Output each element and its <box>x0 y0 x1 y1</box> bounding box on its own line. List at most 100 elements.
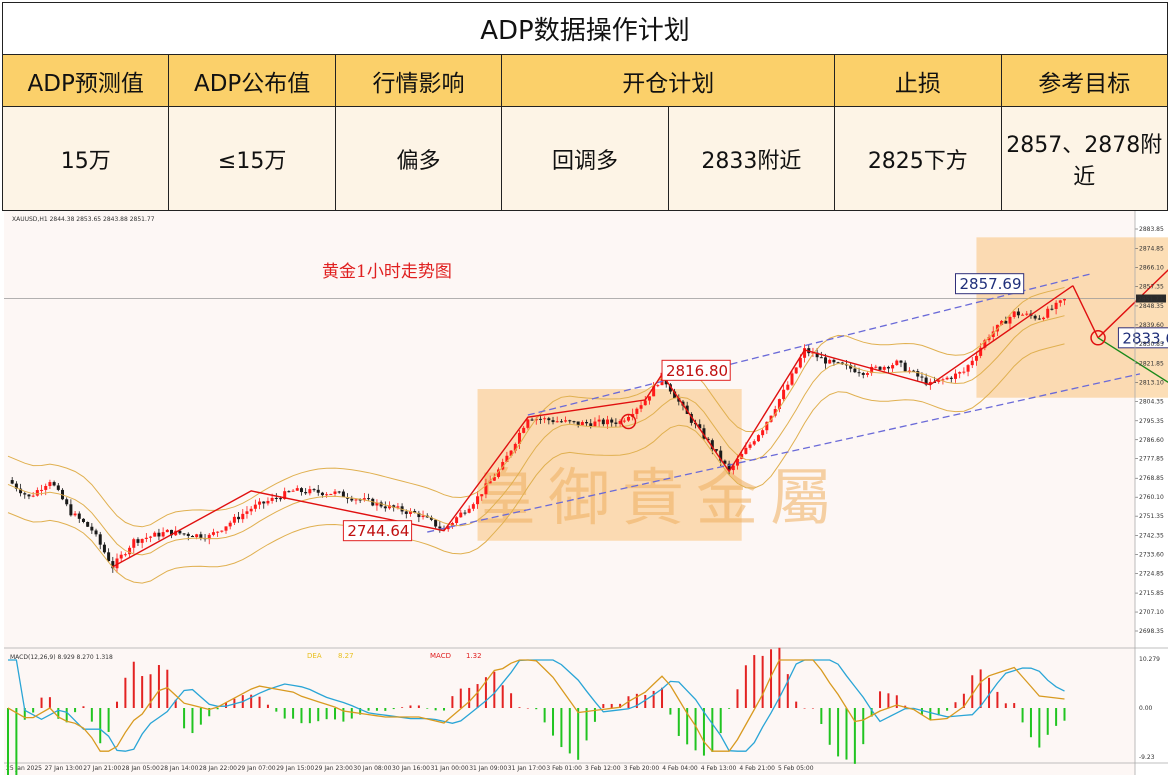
candle-body <box>941 379 945 381</box>
candle-body <box>1021 314 1025 316</box>
candle-body <box>501 461 505 470</box>
candle-body <box>119 554 123 559</box>
candle-body <box>727 463 731 471</box>
x-axis-tick-label: 27 Jan 21:00 <box>83 765 121 772</box>
x-axis-tick-label: 3 Feb 20:00 <box>624 765 660 772</box>
zigzag-trend-line <box>112 285 1074 568</box>
candle-body <box>907 370 911 372</box>
macd-histogram-bar <box>543 708 546 723</box>
price-label-2744-64: 2744.64 <box>347 522 409 540</box>
macd-histogram-bar <box>443 708 446 711</box>
price-label-box <box>954 273 1025 295</box>
value-adp-actual: ≤15万 <box>168 106 336 211</box>
candle-body <box>576 421 580 426</box>
candle-body <box>832 359 836 363</box>
candle-body <box>953 373 957 379</box>
macd-histogram-bar <box>191 708 194 734</box>
candle-body <box>178 530 182 534</box>
candle-body <box>27 494 31 497</box>
macd-histogram-bar <box>669 708 672 715</box>
candle-body <box>920 376 924 378</box>
macd-histogram-bar <box>686 708 689 745</box>
candle-body <box>1046 308 1050 318</box>
candle-body <box>362 498 366 500</box>
candle-body <box>517 432 521 444</box>
macd-histogram-bar <box>954 702 957 708</box>
candle-body <box>903 362 907 372</box>
candle-body <box>979 347 983 356</box>
channel-lower-line <box>427 373 1141 533</box>
candle-body <box>853 368 857 373</box>
gold-hourly-chart: 皇御貴金屬 2878.542857.692833.642816.802806.6… <box>4 211 1168 775</box>
macd-histogram-bar <box>518 707 521 708</box>
candle-body <box>153 532 157 537</box>
candle-body <box>819 357 823 359</box>
candle-body <box>149 536 153 538</box>
candle-body <box>274 497 278 499</box>
candle-body <box>798 357 802 368</box>
candle-body <box>815 352 819 358</box>
candle-body <box>522 427 526 433</box>
candle-body <box>735 458 739 466</box>
macd-histogram-bar <box>920 708 923 715</box>
macd-value: 1.32 <box>466 652 482 660</box>
candle-body <box>752 441 756 445</box>
macd-histogram-bar <box>451 696 454 708</box>
price-label-2816-80: 2816.80 <box>666 362 728 380</box>
candle-body <box>140 538 144 543</box>
macd-histogram-bar <box>308 708 311 724</box>
candle-body <box>396 506 400 508</box>
candle-body <box>844 364 848 366</box>
macd-histogram-bar <box>552 708 555 736</box>
candle-body <box>40 489 44 491</box>
candle-body <box>186 533 190 536</box>
macd-histogram-bar <box>258 696 261 708</box>
candle-body <box>849 365 853 369</box>
macd-histogram-bar <box>879 691 882 708</box>
y-axis-tick-label: 2786.60 <box>1139 437 1164 444</box>
current-price-tag <box>1136 294 1166 303</box>
macd-label: MACD <box>430 652 451 660</box>
dea-label: DEA <box>307 652 322 660</box>
candle-body <box>455 517 459 524</box>
candle-body <box>677 398 681 402</box>
macd-histogram-bar <box>300 708 303 724</box>
candle-body <box>228 522 232 527</box>
candle-body <box>555 421 559 423</box>
value-adp-forecast: 15万 <box>1 106 170 211</box>
candle-body <box>492 476 496 481</box>
candle-body <box>102 544 106 553</box>
macd-histogram-bar <box>652 690 655 708</box>
candle-body <box>283 491 287 500</box>
macd-axis-tick-label: -9.23 <box>1139 754 1155 761</box>
candle-body <box>31 495 35 497</box>
candle-body <box>115 558 119 569</box>
candle-body <box>237 516 241 520</box>
candle-body <box>107 552 111 562</box>
candle-body <box>48 482 52 486</box>
x-axis-tick-label: 25 Jan 2025 <box>6 765 42 772</box>
candle-body <box>65 499 69 505</box>
x-axis-tick-label: 29 Jan 15:00 <box>276 765 314 772</box>
candle-body <box>538 418 542 420</box>
header-market-impact: 行情影响 <box>334 54 503 107</box>
candle-body <box>383 506 387 509</box>
macd-histogram-bar <box>870 708 873 717</box>
candle-body <box>526 419 530 428</box>
candle-body <box>710 440 714 450</box>
macd-histogram-bar <box>635 693 638 708</box>
macd-histogram-bar <box>661 687 664 708</box>
candle-body <box>568 420 572 422</box>
macd-histogram-bar <box>409 705 412 708</box>
y-axis-tick-label: 2883.85 <box>1139 226 1164 233</box>
candle-body <box>245 511 249 514</box>
candle-body <box>73 513 77 516</box>
candle-body <box>1042 317 1046 320</box>
candle-body <box>551 420 555 423</box>
macd-histogram-bar <box>392 708 395 710</box>
candle-body <box>421 515 425 518</box>
candle-body <box>211 532 215 535</box>
candle-body <box>408 510 412 514</box>
macd-histogram-bar <box>862 708 865 745</box>
y-axis-tick-label: 2866.10 <box>1139 264 1164 271</box>
